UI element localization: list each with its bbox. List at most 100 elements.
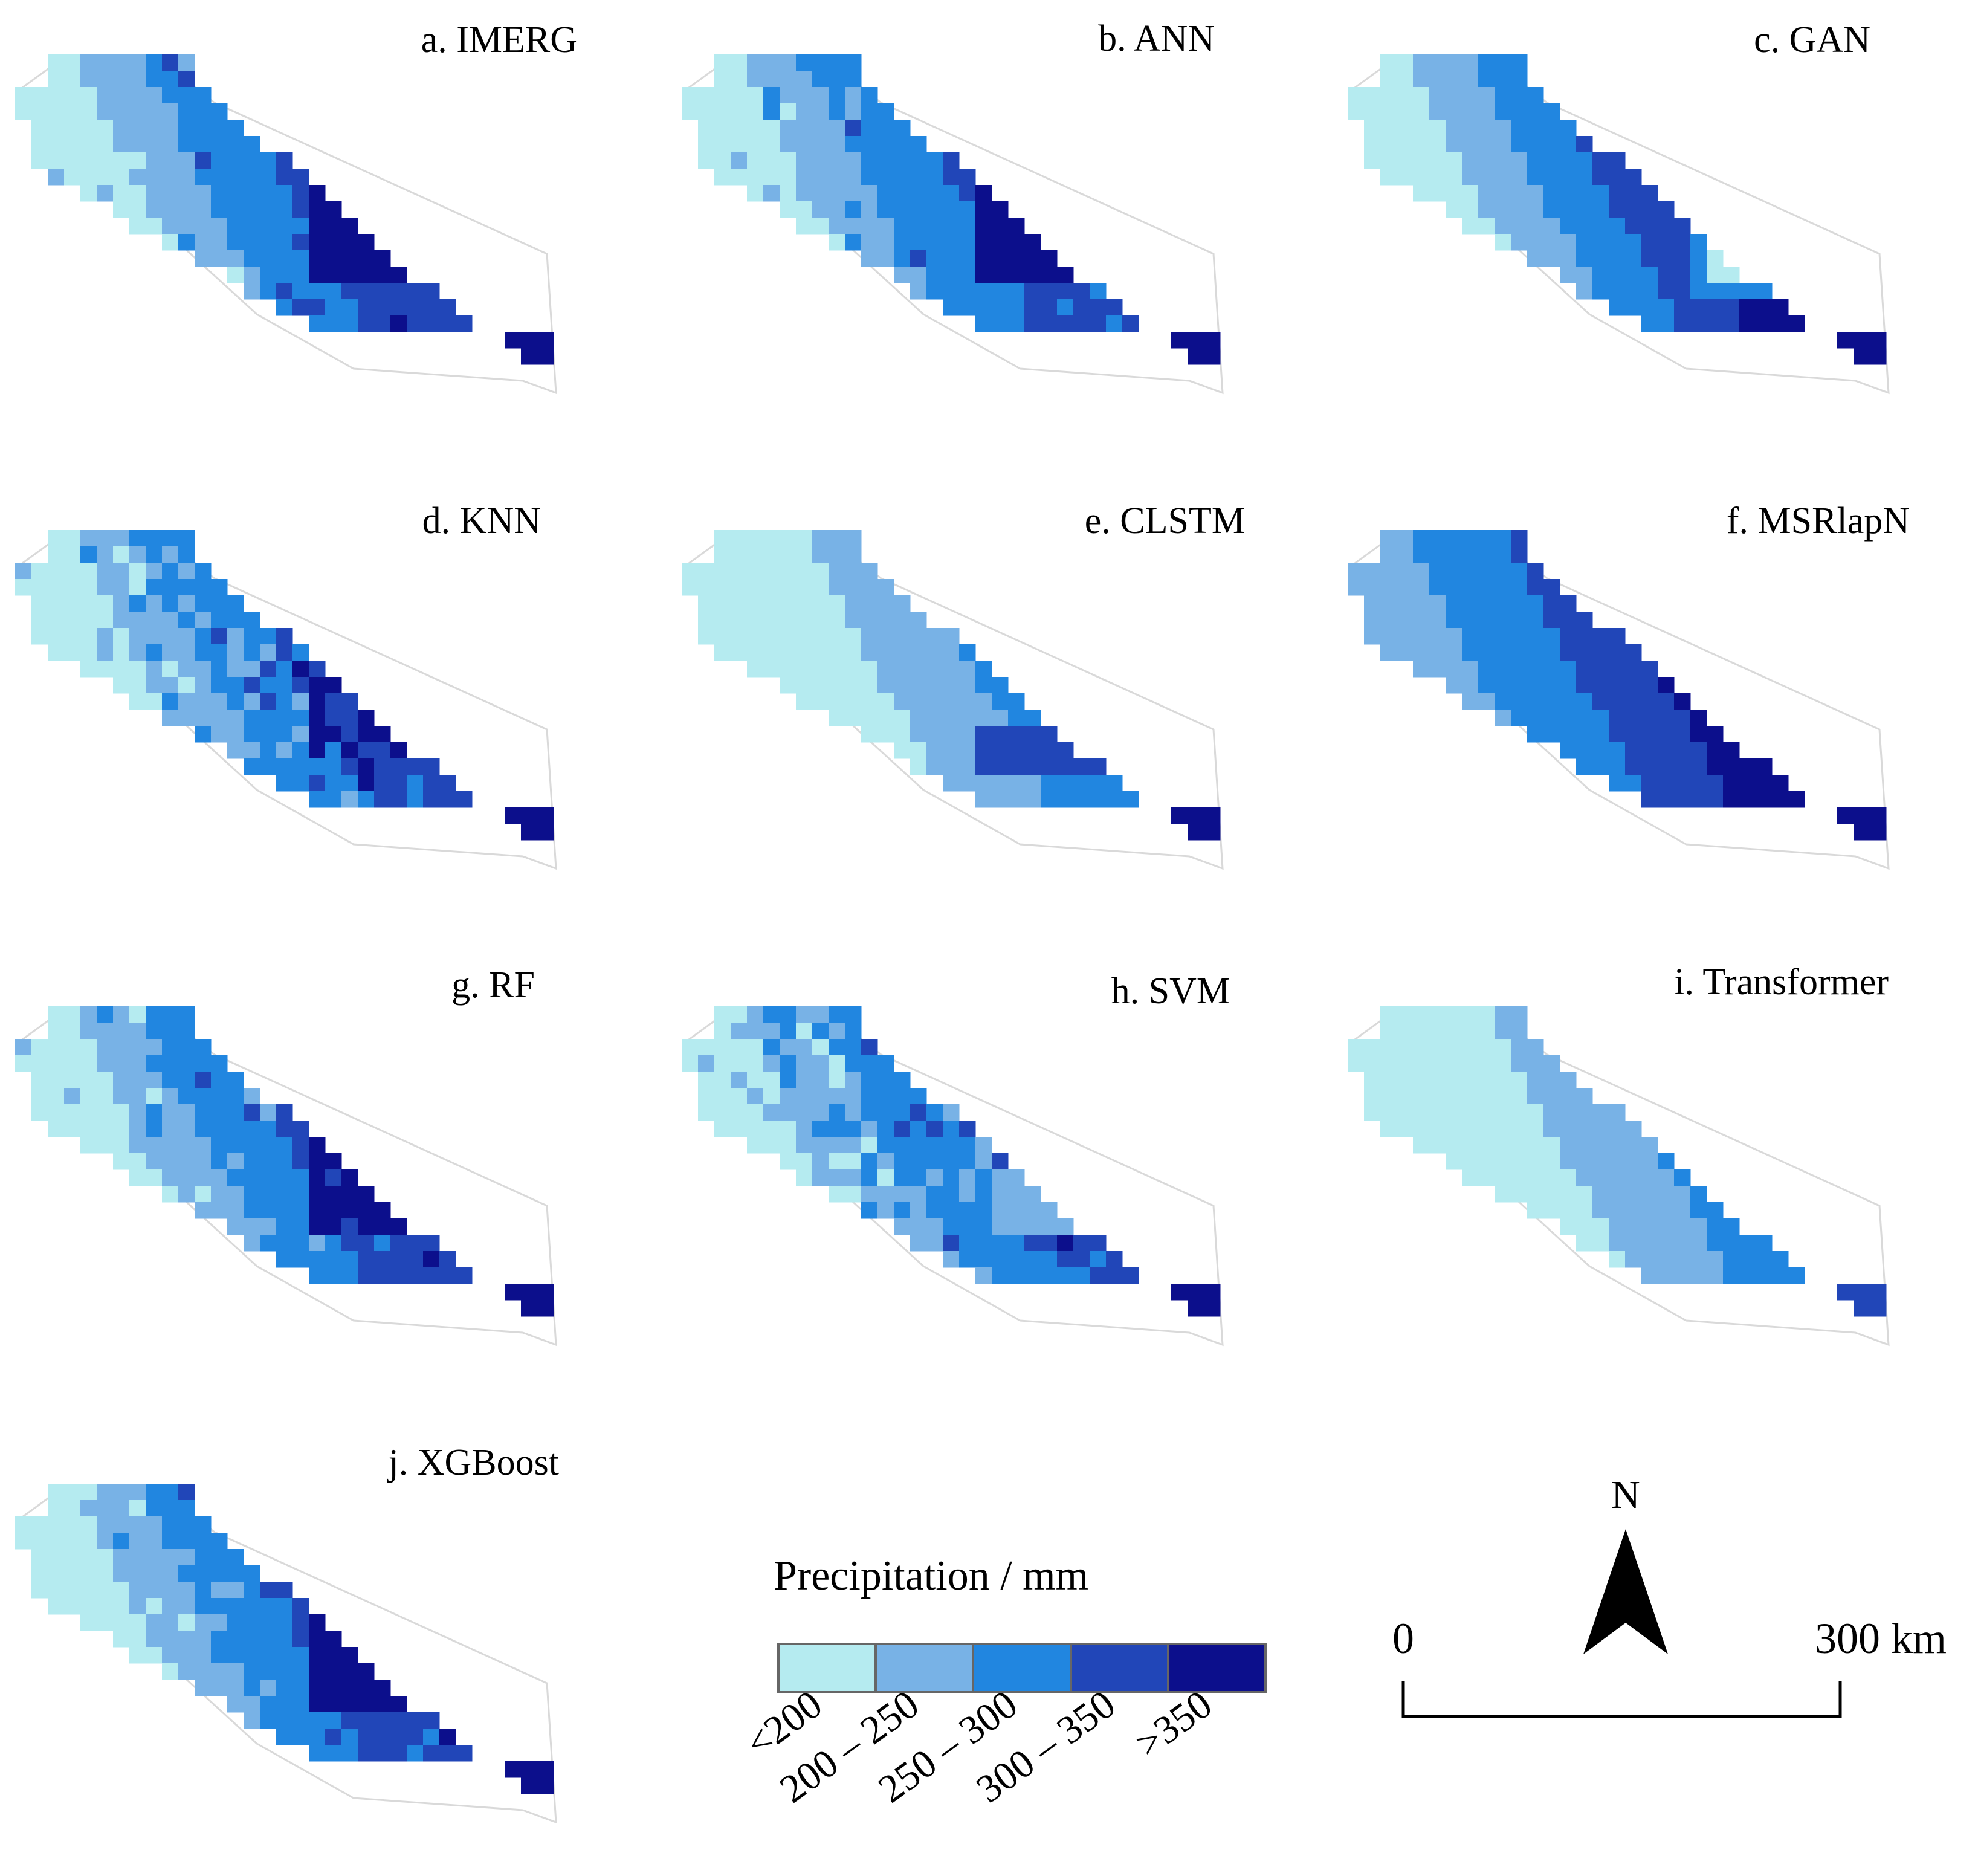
raster-cell [162, 628, 179, 645]
raster-cell [714, 136, 731, 153]
raster-cell [390, 758, 407, 775]
raster-cell [178, 661, 195, 678]
raster-cell [423, 758, 440, 775]
raster-cell [244, 644, 260, 661]
raster-cell [845, 677, 862, 694]
raster-cell [1008, 218, 1025, 234]
raster-cell [926, 628, 943, 645]
raster-cell [521, 807, 538, 824]
raster-cell [162, 1104, 179, 1121]
raster-cell [195, 1663, 212, 1680]
raster-cell [877, 218, 894, 234]
raster-cell [227, 120, 244, 137]
raster-cell [1204, 1284, 1221, 1301]
raster-cell [910, 169, 927, 186]
raster-cell [15, 103, 32, 120]
raster-cell [926, 1137, 943, 1154]
raster-cell [1511, 1153, 1528, 1170]
raster-cell [276, 1663, 293, 1680]
raster-cell [48, 1055, 65, 1072]
raster-cell [731, 1088, 748, 1105]
raster-cell [162, 1516, 179, 1533]
panel-title-imerg: a. IMERG [421, 19, 577, 60]
raster-cell [877, 185, 894, 202]
raster-cell [178, 1121, 195, 1137]
raster-cell [1429, 1088, 1446, 1105]
raster-cell [260, 1235, 277, 1252]
raster-cell [1690, 250, 1707, 267]
raster-cell [1576, 185, 1593, 202]
raster-cell [64, 563, 81, 580]
raster-cell [861, 693, 878, 710]
raster-cell [1560, 1202, 1577, 1219]
raster-cell [780, 644, 797, 661]
raster-cell [1576, 710, 1593, 726]
raster-cell [829, 1137, 845, 1154]
raster-cell [260, 1137, 277, 1154]
raster-cell [260, 677, 277, 694]
raster-cell [211, 234, 228, 251]
raster-cell [992, 283, 1009, 300]
raster-cell [1625, 710, 1642, 726]
raster-cell [812, 218, 829, 234]
raster-cell [894, 1169, 911, 1186]
raster-cell [1641, 1251, 1658, 1268]
raster-cell [260, 1104, 277, 1121]
raster-cell [894, 152, 911, 169]
raster-cell [15, 563, 32, 580]
raster-cell [113, 1549, 130, 1566]
raster-cell [1446, 169, 1462, 186]
raster-cell [1106, 315, 1123, 332]
raster-cell [292, 1647, 309, 1664]
raster-cell [1772, 1251, 1789, 1268]
raster-cell [959, 185, 976, 202]
raster-cell [1527, 185, 1544, 202]
raster-cell [1625, 185, 1642, 202]
raster-cell [992, 775, 1009, 792]
raster-cell [1527, 169, 1544, 186]
raster-cell [129, 563, 146, 580]
raster-cell [943, 726, 960, 743]
raster-cell [812, 103, 829, 120]
raster-cell [1690, 1218, 1707, 1235]
raster-cell [812, 1055, 829, 1072]
raster-cell [244, 758, 260, 775]
raster-cell [1008, 742, 1025, 759]
raster-cell [1625, 234, 1642, 251]
raster-cell [926, 1202, 943, 1219]
raster-cell [260, 1663, 277, 1680]
raster-cell [1674, 726, 1691, 743]
raster-cell [780, 1006, 797, 1023]
raster-cell [812, 1039, 829, 1056]
raster-cell [195, 169, 212, 186]
raster-cell [1543, 120, 1560, 137]
raster-cell [975, 677, 992, 694]
raster-cell [1609, 218, 1626, 234]
raster-cell [129, 546, 146, 563]
raster-cell [731, 563, 748, 580]
raster-cell [1576, 1186, 1593, 1203]
raster-cell [1674, 234, 1691, 251]
raster-cell [975, 710, 992, 726]
raster-cell [390, 1712, 407, 1729]
raster-cell [1772, 1267, 1789, 1284]
raster-cell [1024, 283, 1041, 300]
raster-cell [178, 1533, 195, 1550]
raster-cell [358, 742, 375, 759]
raster-cell [943, 677, 960, 694]
raster-cell [1429, 563, 1446, 580]
raster-cell [1446, 71, 1462, 88]
raster-cell [407, 791, 424, 808]
raster-cell [861, 661, 878, 678]
raster-cell [1527, 1186, 1544, 1203]
raster-cell [1413, 169, 1430, 186]
raster-cell [195, 1631, 212, 1648]
raster-cell [1592, 1235, 1609, 1252]
raster-cell [31, 1516, 48, 1533]
raster-cell [698, 1072, 715, 1088]
raster-cell [260, 1598, 277, 1615]
raster-cell [211, 710, 228, 726]
raster-cell [505, 807, 522, 824]
raster-cell [390, 1218, 407, 1235]
raster-cell [1429, 71, 1446, 88]
